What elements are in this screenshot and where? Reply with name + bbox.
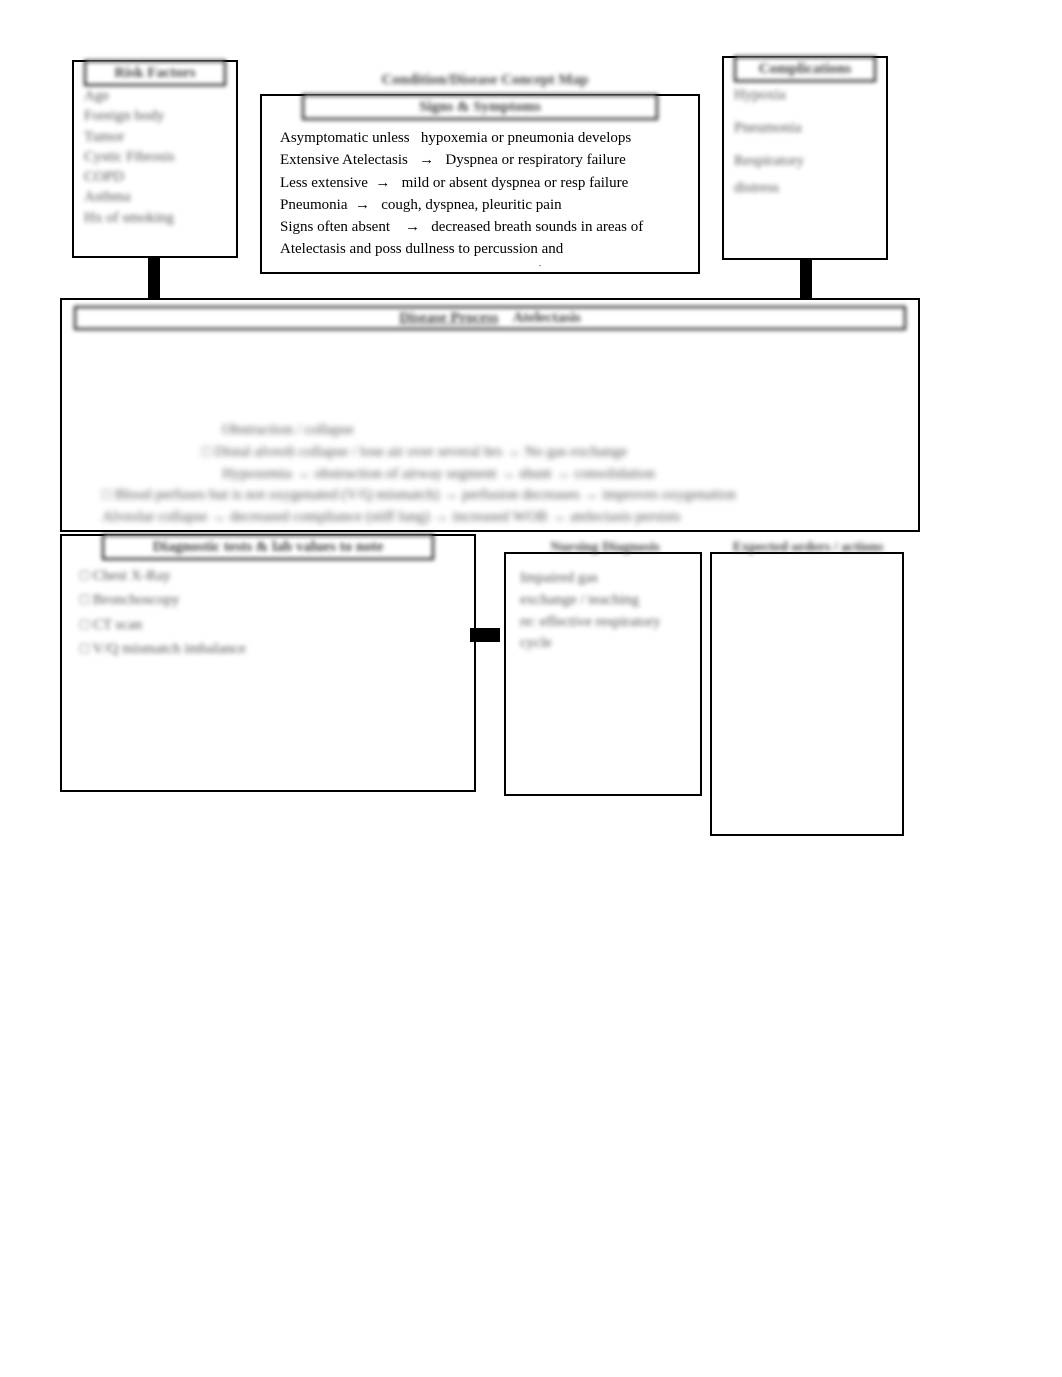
ss-l1b: hypoxemia or pneumonia develops bbox=[421, 130, 631, 146]
expected-orders-title: Expected orders / actions bbox=[718, 540, 898, 556]
rf-item: Asthma bbox=[84, 187, 226, 207]
signs-symptoms-content: Asymptomatic unless hypoxemia or pneumon… bbox=[280, 128, 684, 266]
ss-l4a: Pneumonia bbox=[280, 197, 348, 213]
diag-item: V/Q mismatch imbalance bbox=[94, 639, 464, 659]
rf-item: Age bbox=[84, 86, 226, 106]
center-heading: Condition/Disease Concept Map bbox=[300, 72, 670, 89]
ndx-l0: Impaired gas bbox=[520, 568, 696, 590]
ss-l2a: Extensive Atelectasis bbox=[280, 152, 408, 168]
risk-factors-content: Age Foreign body Tumor Cystic Fibrosis C… bbox=[84, 86, 226, 250]
disease-process-tabs: Disease Process Atelectasis bbox=[74, 306, 906, 330]
diagnostics-box: Diagnostic tests & lab values to note Ch… bbox=[60, 534, 476, 792]
ss-l3a: Less extensive bbox=[280, 175, 368, 191]
dp-l2: Hypoxemia → obstruction of airway segmen… bbox=[222, 464, 898, 486]
ss-l4b: cough, dyspnea, pleuritic pain bbox=[381, 197, 561, 213]
rf-item: Hx of smoking bbox=[84, 208, 226, 228]
disease-process-box: Disease Process Atelectasis Obstruction … bbox=[60, 298, 920, 532]
dp-tab1: Disease Process bbox=[399, 310, 498, 326]
diag-item: Chest X-Ray bbox=[94, 566, 464, 586]
nursing-dx-content: Impaired gas exchange / teaching re: eff… bbox=[520, 568, 696, 655]
dp-l4: Alveolar collapse → decreased compliance… bbox=[102, 507, 898, 524]
diag-item: Bronchoscopy bbox=[94, 590, 464, 610]
ss-tail2: decreased chest excursions are detectabl… bbox=[280, 262, 684, 267]
complications-content: Hypoxia Pneumonia Respiratory distress bbox=[734, 82, 876, 252]
ss-l3b: mild or absent dyspnea or resp failure bbox=[402, 175, 629, 191]
dp-tab2: Atelectasis bbox=[513, 310, 581, 326]
comp-item: Pneumonia bbox=[734, 115, 876, 142]
ndx-l1: exchange / teaching bbox=[520, 590, 696, 612]
nursing-dx-title: Nursing Diagnosis bbox=[520, 540, 690, 556]
connector-rf-down bbox=[148, 258, 160, 298]
complications-title: Complications bbox=[734, 56, 876, 82]
risk-factors-title: Risk Factors bbox=[84, 60, 226, 86]
ss-l2b: Dyspnea or respiratory failure bbox=[445, 152, 625, 168]
risk-factors-box: Risk Factors Age Foreign body Tumor Cyst… bbox=[72, 60, 238, 258]
ss-l5b: decreased breath sounds in areas of bbox=[431, 219, 643, 235]
comp-item: distress bbox=[734, 175, 876, 202]
complications-box: Complications Hypoxia Pneumonia Respirat… bbox=[722, 56, 888, 260]
expected-orders-box bbox=[710, 552, 904, 836]
dp-l3: Blood perfuses but is not oxygenated (V/… bbox=[115, 487, 736, 503]
ss-l5a: Signs often absent bbox=[280, 219, 390, 235]
rf-item: Foreign body bbox=[84, 106, 226, 126]
connector-comp-down bbox=[800, 260, 812, 298]
ss-l1a: Asymptomatic unless bbox=[280, 130, 410, 146]
ss-tail1: Atelectasis and poss dullness to percuss… bbox=[280, 239, 684, 259]
diag-item: CT scan bbox=[94, 615, 464, 635]
diagnostics-title: Diagnostic tests & lab values to note bbox=[102, 534, 434, 560]
signs-symptoms-box: Signs & Symptoms Asymptomatic unless hyp… bbox=[260, 94, 700, 274]
rf-item: COPD bbox=[84, 167, 226, 187]
dp-l1: Distal alveoli collapse / lose air over … bbox=[215, 444, 627, 460]
ndx-l2: re: effective respiratory bbox=[520, 612, 696, 634]
rf-item: Tumor bbox=[84, 127, 226, 147]
diagnostics-content: Chest X-Ray Bronchoscopy CT scan V/Q mis… bbox=[72, 564, 464, 784]
signs-symptoms-title: Signs & Symptoms bbox=[302, 94, 658, 120]
connector-diag-nursing bbox=[470, 628, 500, 642]
dp-l0: Obstruction / collapse bbox=[222, 420, 898, 442]
comp-item: Hypoxia bbox=[734, 82, 876, 109]
ndx-l3: cycle bbox=[520, 633, 696, 655]
comp-item: Respiratory bbox=[734, 148, 876, 175]
rf-item: Cystic Fibrosis bbox=[84, 147, 226, 167]
disease-process-content: Obstruction / collapse □ Distal alveoli … bbox=[102, 420, 898, 524]
